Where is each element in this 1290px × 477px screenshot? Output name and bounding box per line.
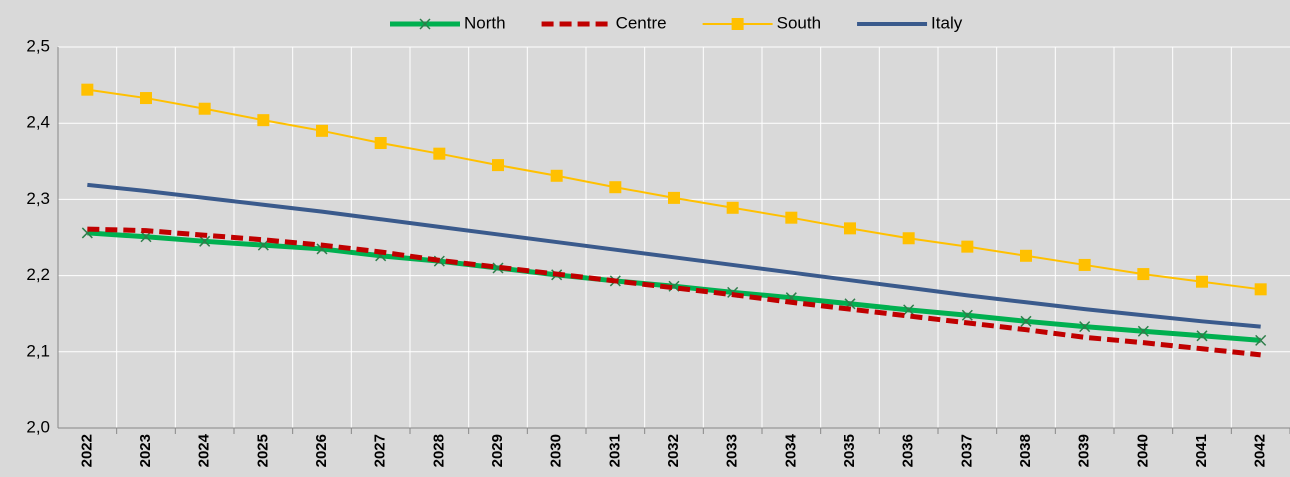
marker — [726, 201, 739, 214]
x-tick-label: 2039 — [1076, 434, 1093, 467]
legend-label: Italy — [931, 13, 963, 32]
x-tick-label: 2042 — [1252, 434, 1269, 467]
marker — [81, 83, 94, 96]
marker — [199, 235, 211, 247]
marker — [961, 309, 973, 321]
x-tick-label: 2024 — [196, 433, 213, 467]
marker — [903, 304, 915, 316]
marker — [785, 211, 798, 224]
marker — [902, 232, 915, 245]
marker — [419, 18, 431, 30]
marker — [1078, 258, 1091, 271]
marker — [316, 124, 328, 137]
marker — [844, 222, 856, 235]
marker — [668, 191, 680, 204]
x-tick-label: 2040 — [1134, 434, 1151, 467]
marker — [1020, 315, 1032, 327]
y-tick-label: 2,0 — [26, 417, 50, 436]
y-tick-label: 2,2 — [26, 265, 50, 284]
x-tick-label: 2022 — [78, 434, 95, 467]
marker — [1255, 334, 1267, 346]
x-tick-label: 2037 — [958, 434, 975, 467]
x-tick-label: 2032 — [665, 434, 682, 467]
y-tick-label: 2,4 — [26, 113, 50, 132]
marker — [1196, 330, 1208, 342]
x-tick-label: 2038 — [1017, 434, 1034, 467]
marker — [609, 181, 622, 194]
x-tick-label: 2036 — [900, 434, 917, 467]
x-tick-label: 2027 — [372, 434, 389, 467]
marker — [550, 169, 563, 182]
series-line — [87, 226, 1261, 358]
x-tick-label: 2026 — [313, 434, 330, 467]
marker — [1254, 283, 1267, 296]
x-tick-label: 2025 — [254, 434, 271, 467]
marker — [374, 137, 387, 150]
legend-label: Centre — [616, 13, 667, 32]
marker — [1137, 268, 1150, 281]
y-tick-label: 2,1 — [26, 341, 50, 360]
marker — [492, 262, 504, 274]
marker — [198, 102, 211, 115]
y-tick-label: 2,5 — [26, 36, 50, 55]
legend-label: North — [464, 13, 506, 32]
y-tick-label: 2,3 — [26, 189, 50, 208]
marker — [257, 114, 270, 127]
x-tick-label: 2031 — [606, 434, 623, 467]
marker — [1196, 275, 1208, 288]
x-tick-label: 2028 — [430, 434, 447, 467]
x-tick-label: 2034 — [782, 433, 799, 467]
x-tick-label: 2029 — [489, 434, 506, 467]
x-tick-label: 2030 — [548, 434, 565, 467]
marker — [1020, 249, 1032, 262]
marker — [1079, 321, 1091, 333]
marker — [492, 159, 504, 172]
legend-label: South — [777, 13, 821, 32]
x-tick-label: 2035 — [841, 434, 858, 467]
marker — [140, 92, 152, 105]
marker — [433, 147, 446, 160]
series-line — [87, 182, 1261, 329]
marker — [731, 18, 744, 30]
marker — [961, 240, 974, 253]
x-tick-label: 2041 — [1193, 434, 1210, 467]
x-tick-label: 2033 — [724, 434, 741, 467]
x-tick-label: 2023 — [137, 434, 154, 467]
marker — [1137, 325, 1149, 337]
